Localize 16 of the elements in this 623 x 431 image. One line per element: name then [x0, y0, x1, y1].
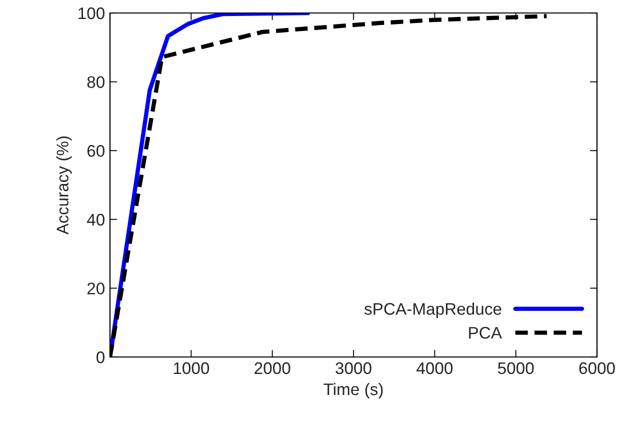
y-tick-label: 60 — [87, 145, 104, 157]
x-axis-title: Time (s) — [324, 382, 383, 398]
x-tick-label: 5000 — [498, 362, 534, 374]
x-tick-label: 1000 — [174, 362, 210, 374]
x-tick-label: 2000 — [254, 362, 290, 374]
x-tick-label: 6000 — [579, 362, 615, 374]
legend-label: PCA — [469, 326, 502, 339]
x-tick-label: 3000 — [336, 362, 372, 374]
y-tick-label: 20 — [87, 282, 104, 294]
legend-label: sPCA-MapReduce — [364, 302, 502, 318]
y-tick-label: 100 — [78, 7, 104, 20]
y-axis-title: Accuracy (%) — [56, 136, 72, 235]
y-tick-label: 40 — [86, 214, 104, 226]
y-tick-label: 0 — [96, 351, 104, 364]
x-tick-label: 4000 — [416, 362, 453, 374]
y-tick-label: 80 — [87, 76, 104, 88]
